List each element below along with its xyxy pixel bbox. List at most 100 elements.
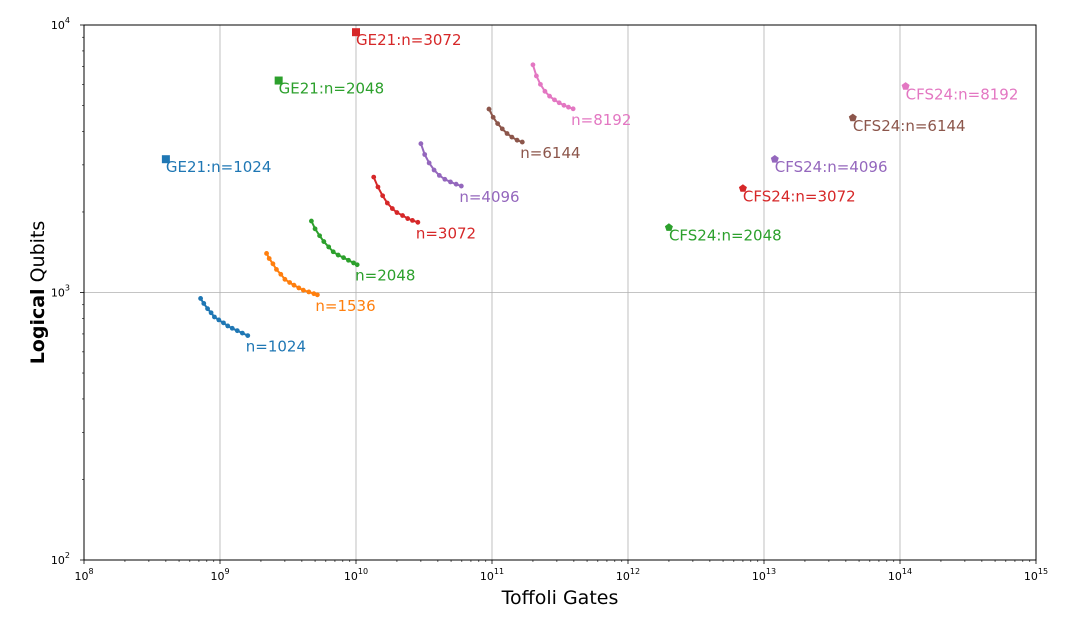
data-point bbox=[514, 137, 520, 143]
pentagon-marker bbox=[848, 113, 857, 122]
series-label: n=1024 bbox=[246, 338, 306, 356]
series-label: n=2048 bbox=[355, 267, 415, 285]
data-point bbox=[309, 218, 314, 224]
y-tick-label: 104 bbox=[51, 16, 70, 32]
y-tick-label: 102 bbox=[51, 551, 70, 567]
point-label: CFS24:n=3072 bbox=[743, 187, 856, 205]
data-point bbox=[504, 131, 510, 136]
data-point bbox=[300, 287, 306, 293]
data-point bbox=[375, 184, 381, 190]
data-point bbox=[436, 173, 442, 178]
data-point bbox=[291, 282, 297, 288]
data-point bbox=[212, 314, 217, 320]
data-point bbox=[422, 152, 428, 157]
data-point bbox=[431, 167, 437, 173]
annotations: n=1024 n=1536 n=2048 n=3072 n=4096 n=6144 n=81… bbox=[166, 31, 1018, 355]
square-marker bbox=[161, 155, 170, 164]
data-point bbox=[335, 252, 341, 258]
square-marker bbox=[274, 76, 283, 85]
data-point bbox=[216, 317, 222, 323]
data-point bbox=[274, 266, 279, 272]
x-tick-label: 1010 bbox=[344, 567, 368, 583]
series-line bbox=[531, 64, 574, 110]
data-point bbox=[287, 280, 293, 285]
data-point bbox=[499, 126, 505, 132]
series-line bbox=[488, 108, 523, 144]
data-point bbox=[326, 244, 332, 250]
pentagon-marker bbox=[738, 184, 747, 192]
data-point bbox=[201, 301, 207, 306]
point-label: CFS24:n=6144 bbox=[853, 117, 966, 135]
data-point bbox=[556, 100, 562, 106]
data-point bbox=[418, 141, 424, 147]
series-label: n=6144 bbox=[520, 144, 580, 162]
data-point bbox=[533, 73, 539, 79]
y-axis-ticks: 102 103 104 bbox=[51, 16, 84, 567]
data-point bbox=[542, 88, 548, 94]
x-tick-label: 1012 bbox=[616, 567, 640, 583]
data-point bbox=[400, 213, 405, 218]
data-point bbox=[321, 239, 327, 244]
data-point bbox=[371, 174, 377, 180]
data-point bbox=[519, 139, 525, 145]
data-point bbox=[306, 289, 312, 295]
point-label: CFS24:n=2048 bbox=[669, 226, 782, 244]
data-point bbox=[205, 306, 210, 312]
x-tick-label: 109 bbox=[210, 567, 229, 583]
y-tick-label: 103 bbox=[51, 284, 70, 300]
data-point bbox=[442, 176, 448, 182]
data-point bbox=[509, 134, 515, 140]
y-axis-title: Logical Qubits bbox=[27, 221, 49, 365]
data-point bbox=[346, 257, 351, 263]
x-tick-label: 1015 bbox=[1024, 567, 1048, 583]
series-line bbox=[310, 220, 358, 266]
series-line bbox=[199, 297, 249, 337]
data-point bbox=[530, 62, 536, 68]
data-point bbox=[282, 276, 288, 282]
data-point bbox=[547, 93, 552, 99]
x-tick-label: 1014 bbox=[888, 567, 912, 583]
y-axis-title-bold: Logical bbox=[27, 288, 49, 364]
data-point bbox=[453, 181, 459, 187]
data-marks bbox=[161, 28, 910, 339]
data-point bbox=[458, 183, 464, 189]
data-point bbox=[341, 255, 346, 261]
data-point bbox=[380, 193, 386, 199]
data-point bbox=[208, 310, 214, 316]
x-axis-ticks: 108 109 1010 1011 1012 1013 1014 1015 bbox=[74, 560, 1048, 583]
data-point bbox=[225, 323, 231, 329]
data-point bbox=[354, 262, 360, 268]
data-point bbox=[561, 102, 567, 108]
data-point bbox=[384, 200, 390, 206]
data-point bbox=[405, 216, 411, 221]
data-point bbox=[394, 210, 400, 215]
x-tick-label: 1011 bbox=[480, 567, 504, 583]
series-label: n=4096 bbox=[459, 188, 519, 206]
series-line bbox=[372, 176, 419, 224]
data-point bbox=[229, 325, 235, 331]
x-axis-title: Toffoli Gates bbox=[501, 587, 619, 609]
square-marker bbox=[352, 28, 360, 37]
pentagon-marker bbox=[901, 82, 910, 90]
y-axis-title-rest: Qubits bbox=[27, 221, 49, 289]
data-point bbox=[495, 121, 501, 126]
point-label: CFS24:n=4096 bbox=[775, 158, 888, 176]
data-point bbox=[486, 106, 492, 112]
data-point bbox=[245, 333, 251, 339]
data-point bbox=[351, 260, 356, 266]
x-tick-label: 1013 bbox=[752, 567, 776, 583]
grid-lines bbox=[84, 25, 1036, 560]
data-point bbox=[490, 114, 496, 120]
pentagon-marker bbox=[770, 155, 779, 163]
data-point bbox=[570, 106, 576, 112]
series-label: n=3072 bbox=[416, 224, 476, 242]
series-line bbox=[265, 252, 318, 296]
series-label: n=8192 bbox=[571, 111, 631, 129]
data-point bbox=[221, 320, 226, 326]
data-point bbox=[330, 249, 336, 255]
data-point bbox=[410, 218, 415, 223]
data-point bbox=[538, 81, 543, 87]
data-point bbox=[266, 256, 272, 261]
data-point bbox=[415, 219, 421, 225]
